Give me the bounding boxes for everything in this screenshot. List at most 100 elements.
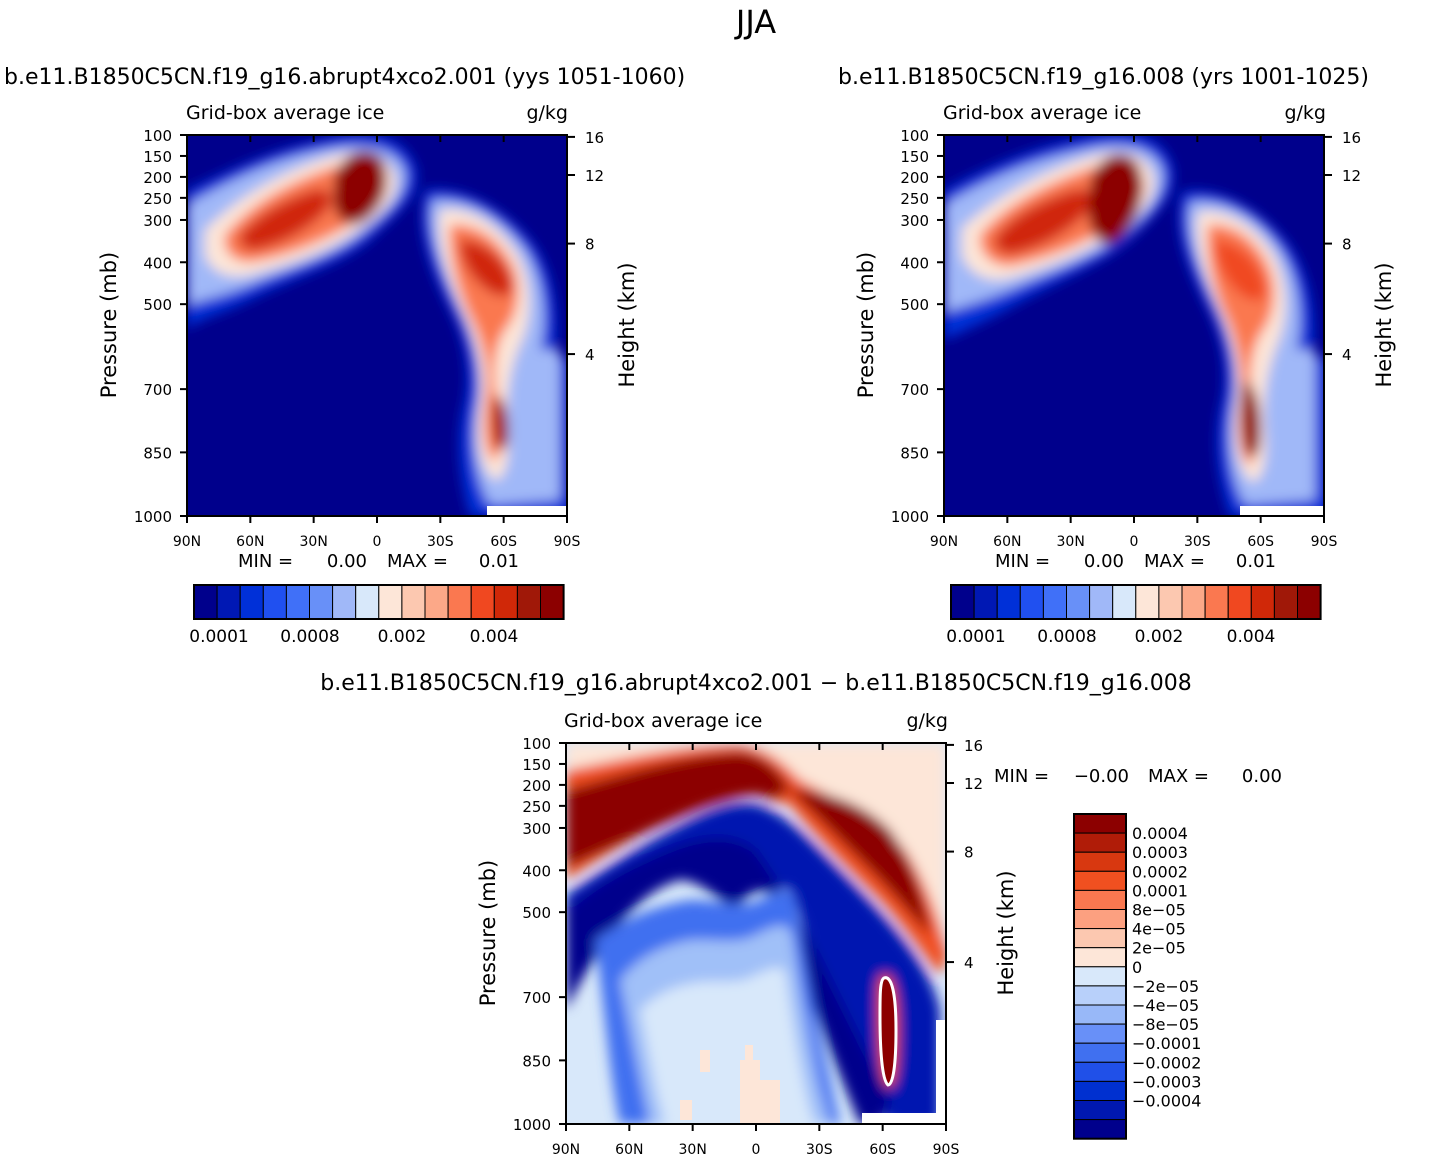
panel-right: b.e11.B1850C5CN.f19_g16.008 (yrs 1001-10… bbox=[838, 65, 1396, 647]
panel-left-min-label: MIN = bbox=[238, 551, 293, 572]
x-tick-label: 60N bbox=[615, 1142, 643, 1158]
colorbar-cell bbox=[1073, 928, 1127, 949]
x-tick-label: 30N bbox=[300, 534, 328, 550]
x-tick-label: 0 bbox=[752, 1142, 761, 1158]
y2-tick-label: 16 bbox=[585, 129, 604, 147]
colorbar-cell bbox=[493, 584, 518, 620]
panel-right-ylabel-right: Height (km) bbox=[1372, 262, 1396, 387]
y-tick-label: 150 bbox=[143, 148, 172, 166]
x-tick-label: 30S bbox=[806, 1142, 833, 1158]
panel-left-subtitle: Grid-box average ice bbox=[186, 102, 384, 124]
colorbar-cell bbox=[309, 584, 334, 620]
colorbar-frame bbox=[1073, 813, 1127, 1140]
colorbar-cell bbox=[1073, 1042, 1127, 1063]
x-tick-label: 90N bbox=[930, 534, 958, 550]
colorbar-label: 0.0001 bbox=[1132, 881, 1188, 900]
y-tick-label: 100 bbox=[143, 127, 172, 145]
x-tick-label: 30N bbox=[1057, 534, 1085, 550]
x-tick-label: 90S bbox=[554, 534, 581, 550]
colorbar-cell bbox=[262, 584, 287, 620]
figure-title: JJA bbox=[734, 3, 776, 41]
colorbar-cell bbox=[1073, 909, 1127, 930]
y2-tick-label: 16 bbox=[1342, 129, 1361, 147]
colorbar-cell bbox=[216, 584, 241, 620]
x-tick-label: 0 bbox=[1130, 534, 1139, 550]
colorbar-cell bbox=[1158, 584, 1183, 620]
colorbar-cell bbox=[540, 584, 565, 620]
colorbar-cell bbox=[470, 584, 495, 620]
x-tick-label: 60N bbox=[993, 534, 1021, 550]
panel-diff-max-label: MAX = bbox=[1148, 766, 1209, 787]
panel-diff-colorbar: 0.00040.00030.00020.00018e−054e−052e−050… bbox=[1073, 813, 1201, 1140]
panel-left-title: b.e11.B1850C5CN.f19_g16.abrupt4xco2.001 … bbox=[4, 65, 685, 90]
colorbar-cell bbox=[1227, 584, 1252, 620]
colorbar-cell bbox=[1073, 832, 1127, 853]
colorbar-label: −0.0004 bbox=[1132, 1092, 1201, 1111]
panel-diff-min-value: −0.00 bbox=[1074, 766, 1129, 787]
colorbar-cell bbox=[1073, 870, 1127, 891]
y-tick-label: 150 bbox=[900, 148, 929, 166]
colorbar-frame bbox=[193, 584, 565, 620]
x-tick-label: 90S bbox=[1311, 534, 1338, 550]
y-tick-label: 700 bbox=[522, 989, 551, 1007]
panel-diff-ylabel-right: Height (km) bbox=[994, 870, 1018, 995]
panel-right-cbar-label-1: 0.0008 bbox=[1037, 627, 1096, 647]
y-tick-label: 300 bbox=[143, 212, 172, 230]
panel-right-max-value: 0.01 bbox=[1236, 551, 1276, 572]
y-tick-label: 850 bbox=[522, 1052, 551, 1070]
y-tick-label: 250 bbox=[900, 190, 929, 208]
panel-right-title: b.e11.B1850C5CN.f19_g16.008 (yrs 1001-10… bbox=[838, 65, 1369, 90]
y2-tick-label: 4 bbox=[585, 346, 595, 364]
x-tick-label: 60N bbox=[236, 534, 264, 550]
colorbar-label: 0 bbox=[1132, 958, 1142, 977]
y-tick-label: 200 bbox=[522, 777, 551, 795]
colorbar-cell bbox=[1073, 1119, 1127, 1140]
y-tick-label: 100 bbox=[522, 735, 551, 753]
x-tick-label: 60S bbox=[869, 1142, 896, 1158]
panel-diff-min-label: MIN = bbox=[994, 766, 1049, 787]
x-tick-label: 30S bbox=[427, 534, 454, 550]
colorbar-cell bbox=[378, 584, 403, 620]
colorbar-cell bbox=[1073, 966, 1127, 987]
colorbar-cell bbox=[1250, 584, 1275, 620]
colorbar-cell bbox=[447, 584, 472, 620]
panel-left: b.e11.B1850C5CN.f19_g16.abrupt4xco2.001 … bbox=[4, 65, 685, 647]
panel-right-min-value: 0.00 bbox=[1084, 551, 1124, 572]
x-tick-label: 90N bbox=[173, 534, 201, 550]
colorbar-cell bbox=[1073, 889, 1127, 911]
y-tick-label: 1000 bbox=[891, 508, 929, 526]
panel-right-subtitle: Grid-box average ice bbox=[943, 102, 1141, 124]
y-tick-label: 100 bbox=[900, 127, 929, 145]
colorbar-label: −8e−05 bbox=[1132, 1015, 1199, 1034]
x-tick-label: 90S bbox=[933, 1142, 960, 1158]
colorbar-cell bbox=[1073, 947, 1127, 968]
colorbar-cell bbox=[1297, 584, 1322, 620]
colorbar-cell bbox=[1019, 584, 1044, 620]
panel-left-max-value: 0.01 bbox=[479, 551, 519, 572]
colorbar-cell bbox=[1073, 813, 1127, 834]
y-tick-label: 400 bbox=[143, 254, 172, 272]
y-tick-label: 850 bbox=[143, 444, 172, 462]
colorbar-cell bbox=[1066, 584, 1091, 620]
panel-diff-title: b.e11.B1850C5CN.f19_g16.abrupt4xco2.001 … bbox=[320, 671, 1191, 696]
colorbar-cell bbox=[239, 584, 264, 620]
y-tick-label: 500 bbox=[143, 296, 172, 314]
y-tick-label: 250 bbox=[143, 190, 172, 208]
colorbar-cell bbox=[1073, 1061, 1127, 1082]
colorbar-cell bbox=[1073, 851, 1127, 872]
panel-left-min-value: 0.00 bbox=[327, 551, 367, 572]
panel-right-cbar-label-0: 0.0001 bbox=[946, 627, 1005, 647]
colorbar-label: 8e−05 bbox=[1132, 901, 1186, 920]
colorbar-cell bbox=[996, 584, 1021, 620]
colorbar-cell bbox=[401, 584, 426, 620]
colorbar-frame bbox=[950, 584, 1322, 620]
panel-left-cbar-label-3: 0.004 bbox=[470, 627, 519, 647]
x-tick-label: 90N bbox=[552, 1142, 580, 1158]
y2-tick-label: 8 bbox=[1342, 236, 1352, 254]
colorbar-cell bbox=[1073, 1100, 1127, 1121]
y-tick-label: 400 bbox=[522, 862, 551, 880]
colorbar-cell bbox=[355, 584, 380, 620]
panel-left-cbar-label-0: 0.0001 bbox=[189, 627, 248, 647]
y-tick-label: 850 bbox=[900, 444, 929, 462]
panel-right-cbar-label-2: 0.002 bbox=[1135, 627, 1184, 647]
